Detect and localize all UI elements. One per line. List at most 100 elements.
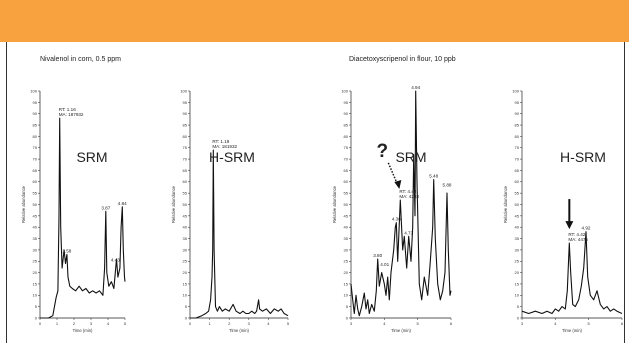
arrow-head	[565, 221, 574, 230]
y-tick-label: 5	[517, 304, 520, 309]
y-tick-label: 75	[33, 145, 38, 150]
y-tick-label: 80	[515, 134, 520, 139]
peak-label: RT: 1.16	[59, 107, 76, 112]
x-axis-label: Time (min)	[562, 328, 582, 333]
peak-label: 4.94	[411, 85, 420, 90]
x-tick-label: 0	[189, 321, 192, 326]
y-tick-label: 20	[515, 270, 520, 275]
y-tick-label: 20	[33, 270, 38, 275]
x-tick-label: 6	[450, 321, 453, 326]
y-tick-label: 50	[344, 202, 349, 207]
section-title-diacetoxyscirpenol: Diacetoxyscripenol in flour, 10 ppb	[349, 56, 456, 63]
y-tick-label: 35	[515, 236, 520, 241]
chromatogram-trace	[521, 231, 623, 315]
mode-label: SRM	[395, 149, 426, 165]
y-tick-label: 30	[33, 247, 38, 252]
peak-label: 4.73	[404, 230, 413, 235]
y-tick-label: 85	[515, 122, 520, 127]
y-tick-label: 90	[515, 111, 520, 116]
x-tick-label: 3	[521, 321, 524, 326]
peak-label: RT: 4.48	[399, 189, 416, 194]
y-tick-label: 35	[183, 236, 188, 241]
x-tick-label: 1	[208, 321, 211, 326]
y-tick-label: 15	[183, 281, 188, 286]
y-tick-label: 60	[515, 179, 520, 184]
peak-label: RT: 4.42	[568, 232, 585, 237]
chromatogram-trace	[350, 90, 452, 317]
y-tick-label: 100	[341, 88, 348, 93]
y-tick-label: 30	[183, 247, 188, 252]
peak-label: MA: 187932	[59, 112, 84, 117]
mode-label: SRM	[76, 149, 107, 165]
header-band	[0, 0, 629, 42]
y-tick-label: 90	[344, 111, 349, 116]
x-tick-label: 4	[383, 321, 386, 326]
y-tick-label: 35	[344, 236, 349, 241]
y-tick-label: 80	[33, 134, 38, 139]
y-tick-label: 70	[344, 157, 349, 162]
peak-label: 4.43	[111, 258, 120, 263]
y-tick-label: 95	[515, 100, 520, 105]
y-tick-label: 80	[183, 134, 188, 139]
y-tick-label: 85	[344, 122, 349, 127]
y-tick-label: 65	[33, 168, 38, 173]
x-tick-label: 6	[621, 321, 624, 326]
peak-label: 5.48	[429, 174, 438, 179]
peak-label: MA: 4233	[399, 194, 419, 199]
y-tick-label: 55	[515, 191, 520, 196]
y-tick-label: 10	[515, 293, 520, 298]
peak-label: MA: 4475	[568, 237, 588, 242]
dotted-arrow-shaft	[387, 162, 399, 185]
y-tick-label: 20	[344, 270, 349, 275]
y-tick-label: 75	[183, 145, 188, 150]
y-tick-label: 95	[344, 100, 349, 105]
y-tick-label: 20	[183, 270, 188, 275]
y-tick-label: 45	[515, 213, 520, 218]
chromatogram-trace	[40, 117, 126, 319]
y-tick-label: 65	[515, 168, 520, 173]
y-tick-label: 40	[515, 225, 520, 230]
y-tick-label: 0	[517, 315, 520, 320]
y-tick-label: 5	[346, 304, 349, 309]
x-tick-label: 3	[350, 321, 353, 326]
x-tick-label: 2	[73, 321, 76, 326]
y-tick-label: 70	[33, 157, 38, 162]
x-tick-label: 4	[107, 321, 110, 326]
y-tick-label: 25	[515, 259, 520, 264]
x-tick-label: 2	[228, 321, 231, 326]
y-axis-label: Relative abundance	[21, 185, 26, 223]
x-tick-label: 5	[287, 321, 290, 326]
y-tick-label: 60	[33, 179, 38, 184]
y-tick-label: 95	[183, 100, 188, 105]
y-tick-label: 40	[344, 225, 349, 230]
y-tick-label: 95	[33, 100, 38, 105]
peak-label: 4.36	[392, 217, 401, 222]
y-tick-label: 70	[515, 157, 520, 162]
mode-label: H-SRM	[560, 149, 606, 165]
peak-label: 4.92	[582, 226, 591, 231]
y-tick-label: 25	[33, 259, 38, 264]
peak-label: 4.84	[118, 201, 127, 206]
y-tick-label: 60	[344, 179, 349, 184]
y-tick-label: 90	[33, 111, 38, 116]
x-tick-label: 5	[417, 321, 420, 326]
y-tick-label: 10	[183, 293, 188, 298]
y-tick-label: 25	[183, 259, 188, 264]
x-axis-label: Time (min)	[391, 328, 411, 333]
peak-label: 3.87	[101, 205, 110, 210]
peak-label: 4.01	[380, 262, 389, 267]
y-tick-label: 60	[183, 179, 188, 184]
y-tick-label: 15	[344, 281, 349, 286]
y-tick-label: 30	[515, 247, 520, 252]
y-tick-label: 40	[33, 225, 38, 230]
y-tick-label: 70	[183, 157, 188, 162]
section-title-nivalenol: Nivalenol in corn, 0.5 ppm	[40, 56, 121, 63]
y-tick-label: 55	[344, 191, 349, 196]
y-tick-label: 5	[185, 304, 188, 309]
y-axis-label: Relative abundance	[171, 185, 176, 223]
y-tick-label: 65	[344, 168, 349, 173]
mode-label: H-SRM	[209, 149, 255, 165]
y-tick-label: 100	[512, 88, 519, 93]
y-tick-label: 50	[515, 202, 520, 207]
